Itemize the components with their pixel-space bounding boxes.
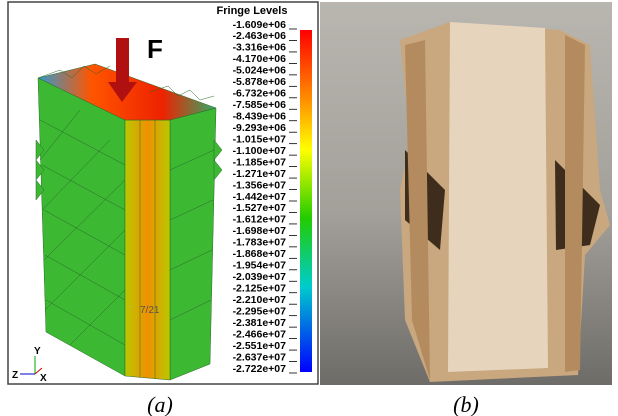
- level-label: -2.722e+07: [233, 363, 287, 375]
- level-label: -1.271e+07: [233, 168, 287, 180]
- level-label: -9.293e+06: [233, 122, 287, 134]
- level-label: -1.783e+07: [233, 237, 287, 249]
- level-label: -5.878e+06: [233, 76, 287, 88]
- level-label: -8.439e+06: [233, 111, 287, 123]
- level-label: -2.381e+07: [233, 317, 287, 329]
- photo: [320, 2, 612, 385]
- level-label: -2.210e+07: [233, 294, 287, 306]
- legend-title: Fringe Levels: [217, 5, 288, 17]
- level-label: -2.551e+07: [233, 340, 287, 352]
- level-label: -4.170e+06: [233, 53, 287, 65]
- level-label: -1.356e+07: [233, 179, 287, 191]
- level-label: -1.954e+07: [233, 260, 287, 272]
- load-label: F: [147, 34, 163, 64]
- level-label: -1.868e+07: [233, 248, 287, 260]
- level-label: -7.585e+06: [233, 99, 287, 111]
- axis-y-label: Y: [34, 346, 41, 357]
- level-label: -1.100e+07: [233, 145, 287, 157]
- level-label: -2.466e+07: [233, 328, 287, 340]
- caption-a: (a): [147, 392, 173, 416]
- figure: F Fringe Levels -1.609e+06-2.463e+06-3.3…: [0, 0, 618, 416]
- level-label: -1.185e+07: [233, 156, 287, 168]
- caption-b: (b): [453, 392, 479, 416]
- axis-z-label: Z: [12, 370, 18, 381]
- level-label: -3.316e+06: [233, 42, 287, 54]
- level-label: -2.295e+07: [233, 305, 287, 317]
- level-label: -2.125e+07: [233, 283, 287, 295]
- level-label: -1.015e+07: [233, 133, 287, 145]
- level-label: -1.442e+07: [233, 191, 287, 203]
- color-bar: [300, 30, 312, 372]
- fe-model: [36, 64, 222, 380]
- level-label: -2.637e+07: [233, 351, 287, 363]
- level-label: -1.612e+07: [233, 214, 287, 226]
- level-label: -6.732e+06: [233, 88, 287, 100]
- axis-x-label: X: [40, 373, 47, 384]
- level-label: -5.024e+06: [233, 65, 287, 77]
- frame-label: 7/21: [140, 305, 160, 316]
- level-label: -1.698e+07: [233, 225, 287, 237]
- level-label: -1.609e+06: [233, 19, 287, 31]
- level-label: -2.039e+07: [233, 271, 287, 283]
- level-label: -2.463e+06: [233, 30, 287, 42]
- level-label: -1.527e+07: [233, 202, 287, 214]
